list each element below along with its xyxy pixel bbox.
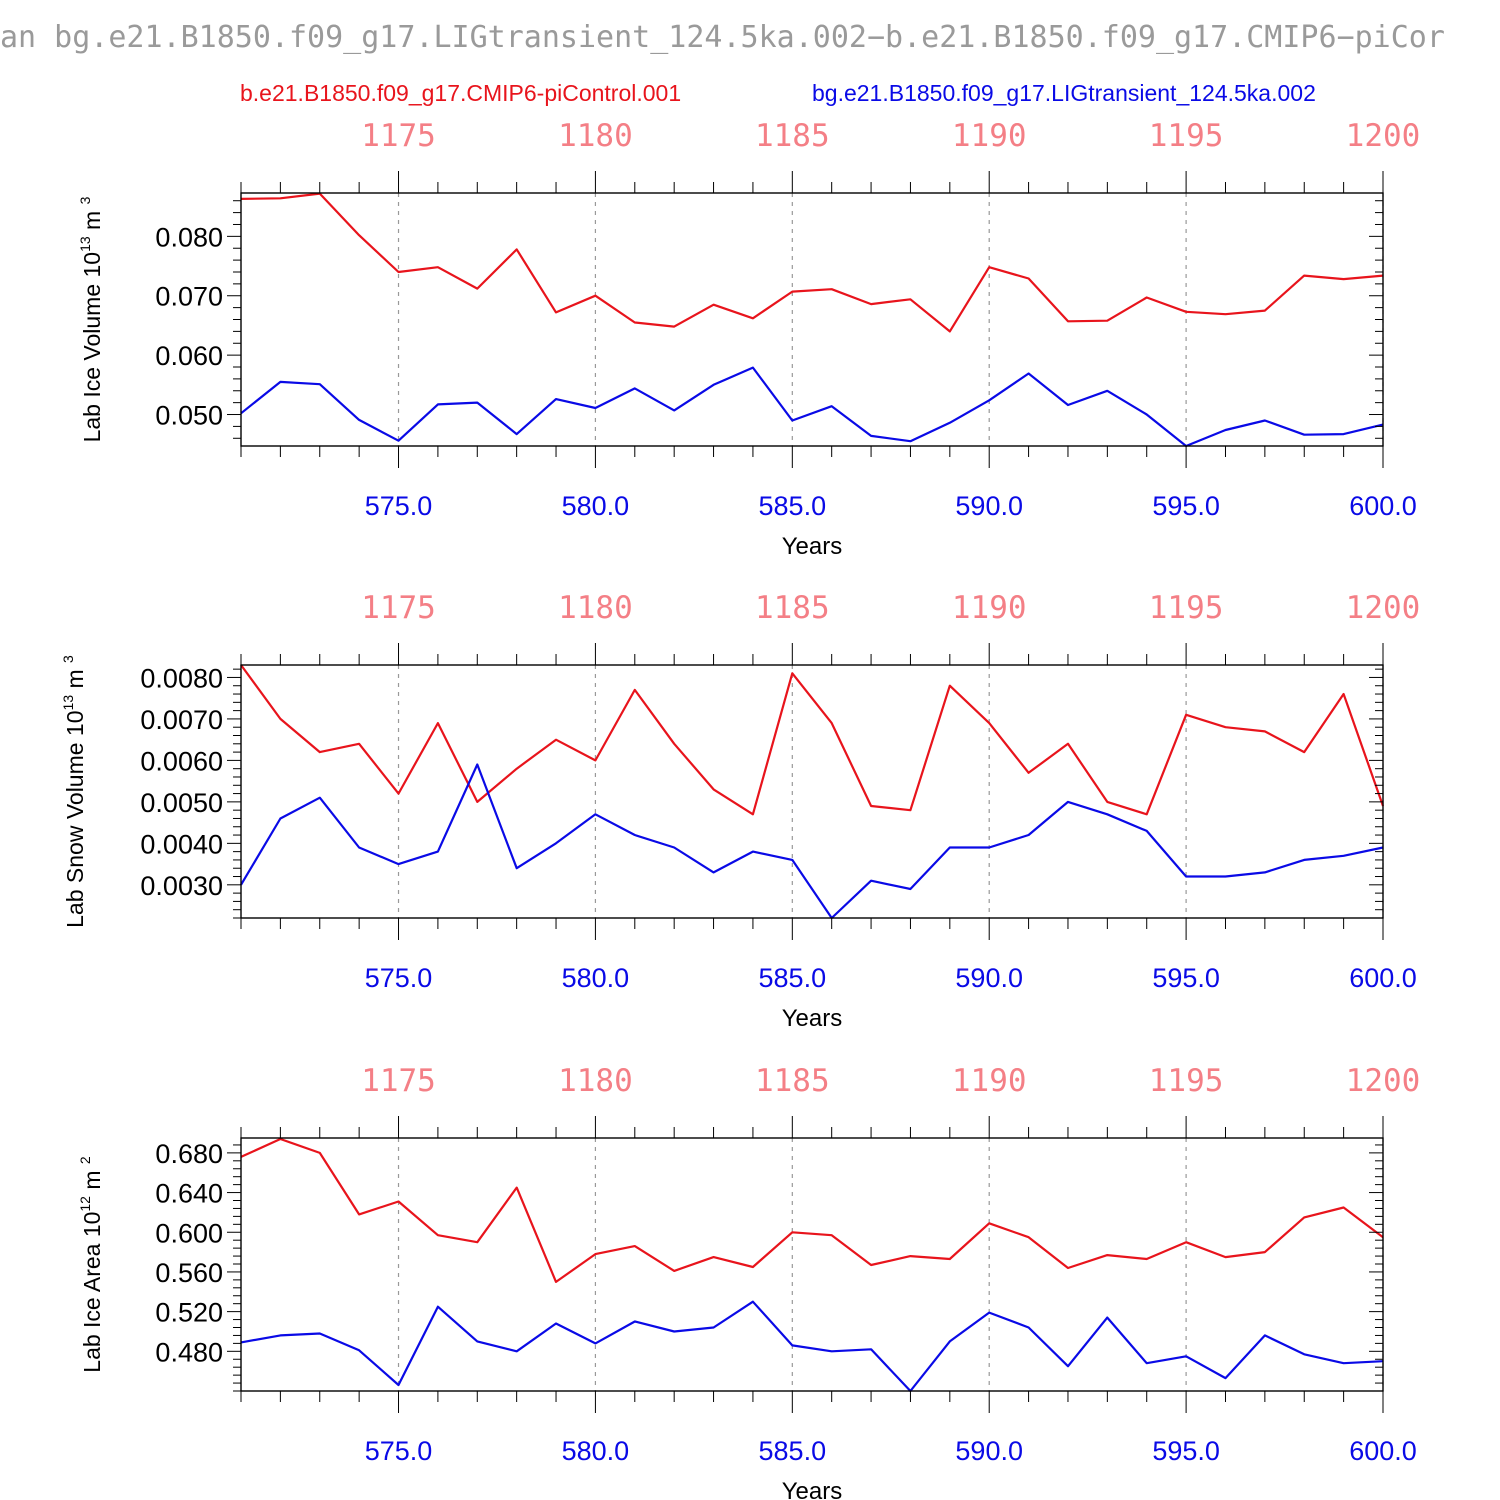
panel-3-x-tick-label-3: 585.0 <box>759 1436 827 1466</box>
panel-2-y-axis-label-unit: m <box>62 663 88 695</box>
panel-1-x-tick-label-4: 590.0 <box>955 491 1023 521</box>
panel-2-x-tick-label-1: 575.0 <box>365 963 433 993</box>
legend-series-a: b.e21.B1850.f09_g17.CMIP6-piControl.001 <box>240 80 681 106</box>
panel-2-x-tick-label-4: 590.0 <box>955 963 1023 993</box>
panel-2-x-tick-label-5: 595.0 <box>1152 963 1220 993</box>
panel-2-top-tick-label-1: 1175 <box>361 590 436 626</box>
panel-3-y-tick-label-3: 0.560 <box>155 1258 223 1288</box>
panel-3-y-tick-label-4: 0.600 <box>155 1218 223 1248</box>
panel-2-y-tick-label-1: 0.0030 <box>140 871 223 901</box>
figure-title: an bg.e21.B1850.f09_g17.LIGtransient_124… <box>0 20 1445 55</box>
panel-1-series-line-1 <box>240 192 1384 333</box>
panel-1-y-axis-label-name: Lab Ice Volume 10 <box>79 252 105 443</box>
panel-1-x-tick-label-6: 600.0 <box>1349 491 1417 521</box>
panel-1-top-tick-label-3: 1185 <box>755 118 830 154</box>
panel-2-plot-frame <box>240 664 1384 919</box>
panel-2-top-tick-label-5: 1195 <box>1149 590 1224 626</box>
legend-series-b: bg.e21.B1850.f09_g17.LIGtransient_124.5k… <box>812 80 1316 106</box>
panel-1-top-tick-label-4: 1190 <box>952 118 1027 154</box>
panel-2-series-line-1 <box>240 664 1385 816</box>
panel-3-y-axis-label-unit: m <box>79 1164 105 1196</box>
panel-1-y-axis-label: Lab Ice Volume 1013 m 3 <box>77 196 105 442</box>
panel-3-y-tick-label-1: 0.480 <box>155 1337 223 1367</box>
panel-1-top-tick-label-6: 1200 <box>1346 118 1421 154</box>
panel-2-top-tick-label-4: 1190 <box>952 590 1027 626</box>
panel-2-x-tick-label-6: 600.0 <box>1349 963 1417 993</box>
panel-3-y-axis-label-unit-exp: 2 <box>77 1156 93 1164</box>
panel-1-top-tick-label-1: 1175 <box>361 118 436 154</box>
panel-3-top-tick-label-1: 1175 <box>361 1063 436 1099</box>
panel-3-x-tick-label-4: 590.0 <box>955 1436 1023 1466</box>
chart-panel-2: 575.0 580.0 585.0 590.0 595.0 600.0 1175 1180 11… <box>60 590 1420 1032</box>
panel-1-y-tick-label-2: 0.060 <box>155 341 223 371</box>
panel-1-x-tick-label-3: 585.0 <box>759 491 827 521</box>
panel-2-x-tick-label-3: 585.0 <box>759 963 827 993</box>
panel-2-y-axis-label-name: Lab Snow Volume 10 <box>62 710 88 927</box>
panel-3-series-line-1 <box>240 1137 1384 1284</box>
panel-2-top-tick-label-3: 1185 <box>755 590 830 626</box>
panel-3-top-tick-label-5: 1195 <box>1149 1063 1224 1099</box>
panel-2-top-tick-label-2: 1180 <box>558 590 633 626</box>
panel-1-x-tick-label-2: 580.0 <box>562 491 630 521</box>
panel-2-y-axis-label-unit-exp: 3 <box>60 655 76 663</box>
panel-1-y-axis-label-exp: 13 <box>77 236 93 252</box>
panel-1-x-tick-label-1: 575.0 <box>365 491 433 521</box>
panel-2-y-axis-label: Lab Snow Volume 1013 m 3 <box>60 655 88 928</box>
panel-3-top-tick-label-6: 1200 <box>1346 1063 1421 1099</box>
chart-panel-3: 575.0 580.0 585.0 590.0 595.0 600.0 1175 1180 11… <box>77 1063 1420 1500</box>
panel-1-y-tick-label-3: 0.070 <box>155 282 223 312</box>
panel-3-top-tick-label-2: 1180 <box>558 1063 633 1099</box>
panel-3-y-axis-label-exp: 12 <box>77 1196 93 1212</box>
panel-3-y-tick-label-5: 0.640 <box>155 1179 223 1209</box>
panel-3-x-axis-label: Years <box>782 1478 843 1500</box>
panel-2-top-tick-label-6: 1200 <box>1346 590 1421 626</box>
chart-panel-1: 575.0 580.0 585.0 590.0 595.0 600.0 1175 1180 11… <box>77 118 1420 560</box>
panel-3-y-tick-label-6: 0.680 <box>155 1139 223 1169</box>
panel-3-y-axis-label: Lab Ice Area 1012 m 2 <box>77 1156 105 1373</box>
panel-1-y-axis-label-unit: m <box>79 204 105 236</box>
panel-3-top-tick-label-3: 1185 <box>755 1063 830 1099</box>
panel-3-x-tick-label-6: 600.0 <box>1349 1436 1417 1466</box>
panel-1-series-line-2 <box>240 366 1384 448</box>
panel-2-x-tick-label-2: 580.0 <box>562 963 630 993</box>
panel-3-top-tick-label-4: 1190 <box>952 1063 1027 1099</box>
panel-1-x-tick-label-5: 595.0 <box>1152 491 1220 521</box>
panel-2-x-axis-label: Years <box>782 1005 843 1032</box>
panel-2-y-tick-label-6: 0.0080 <box>140 663 223 693</box>
panel-1-x-axis-label: Years <box>782 533 843 560</box>
panel-1-top-tick-label-2: 1180 <box>558 118 633 154</box>
panel-1-y-axis-label-unit-exp: 3 <box>77 196 93 204</box>
panel-2-y-axis-label-exp: 13 <box>60 695 76 711</box>
panel-2-y-tick-label-2: 0.0040 <box>140 829 223 859</box>
panel-2-y-tick-label-5: 0.0070 <box>140 705 223 735</box>
panel-1-y-tick-label-1: 0.050 <box>155 401 223 431</box>
panel-3-x-tick-label-1: 575.0 <box>365 1436 433 1466</box>
panel-3-plot-frame <box>240 1137 1384 1392</box>
panel-3-y-tick-label-2: 0.520 <box>155 1298 223 1328</box>
panel-3-y-axis-label-name: Lab Ice Area 10 <box>79 1212 105 1373</box>
panel-1-plot-frame <box>240 192 1384 447</box>
panel-1-top-tick-label-5: 1195 <box>1149 118 1224 154</box>
panel-1-y-tick-label-4: 0.080 <box>155 222 223 252</box>
panel-2-series-line-2 <box>240 763 1384 920</box>
panel-2-y-tick-label-3: 0.0050 <box>140 788 223 818</box>
panel-3-x-tick-label-2: 580.0 <box>562 1436 630 1466</box>
panel-3-series-line-2 <box>240 1300 1384 1393</box>
panel-2-y-tick-label-4: 0.0060 <box>140 746 223 776</box>
panel-3-x-tick-label-5: 595.0 <box>1152 1436 1220 1466</box>
